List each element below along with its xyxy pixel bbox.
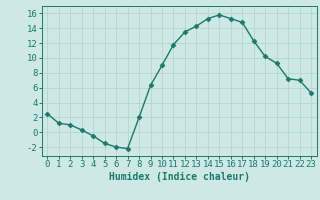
X-axis label: Humidex (Indice chaleur): Humidex (Indice chaleur): [109, 172, 250, 182]
